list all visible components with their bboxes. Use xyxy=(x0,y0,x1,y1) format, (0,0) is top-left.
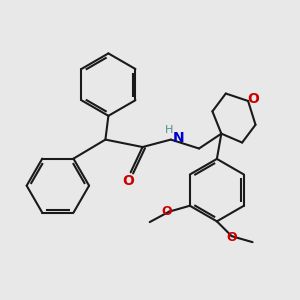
Text: O: O xyxy=(248,92,260,106)
Text: O: O xyxy=(122,174,134,188)
Text: N: N xyxy=(172,131,184,145)
Text: O: O xyxy=(161,205,172,218)
Text: H: H xyxy=(165,125,173,135)
Text: O: O xyxy=(226,231,237,244)
